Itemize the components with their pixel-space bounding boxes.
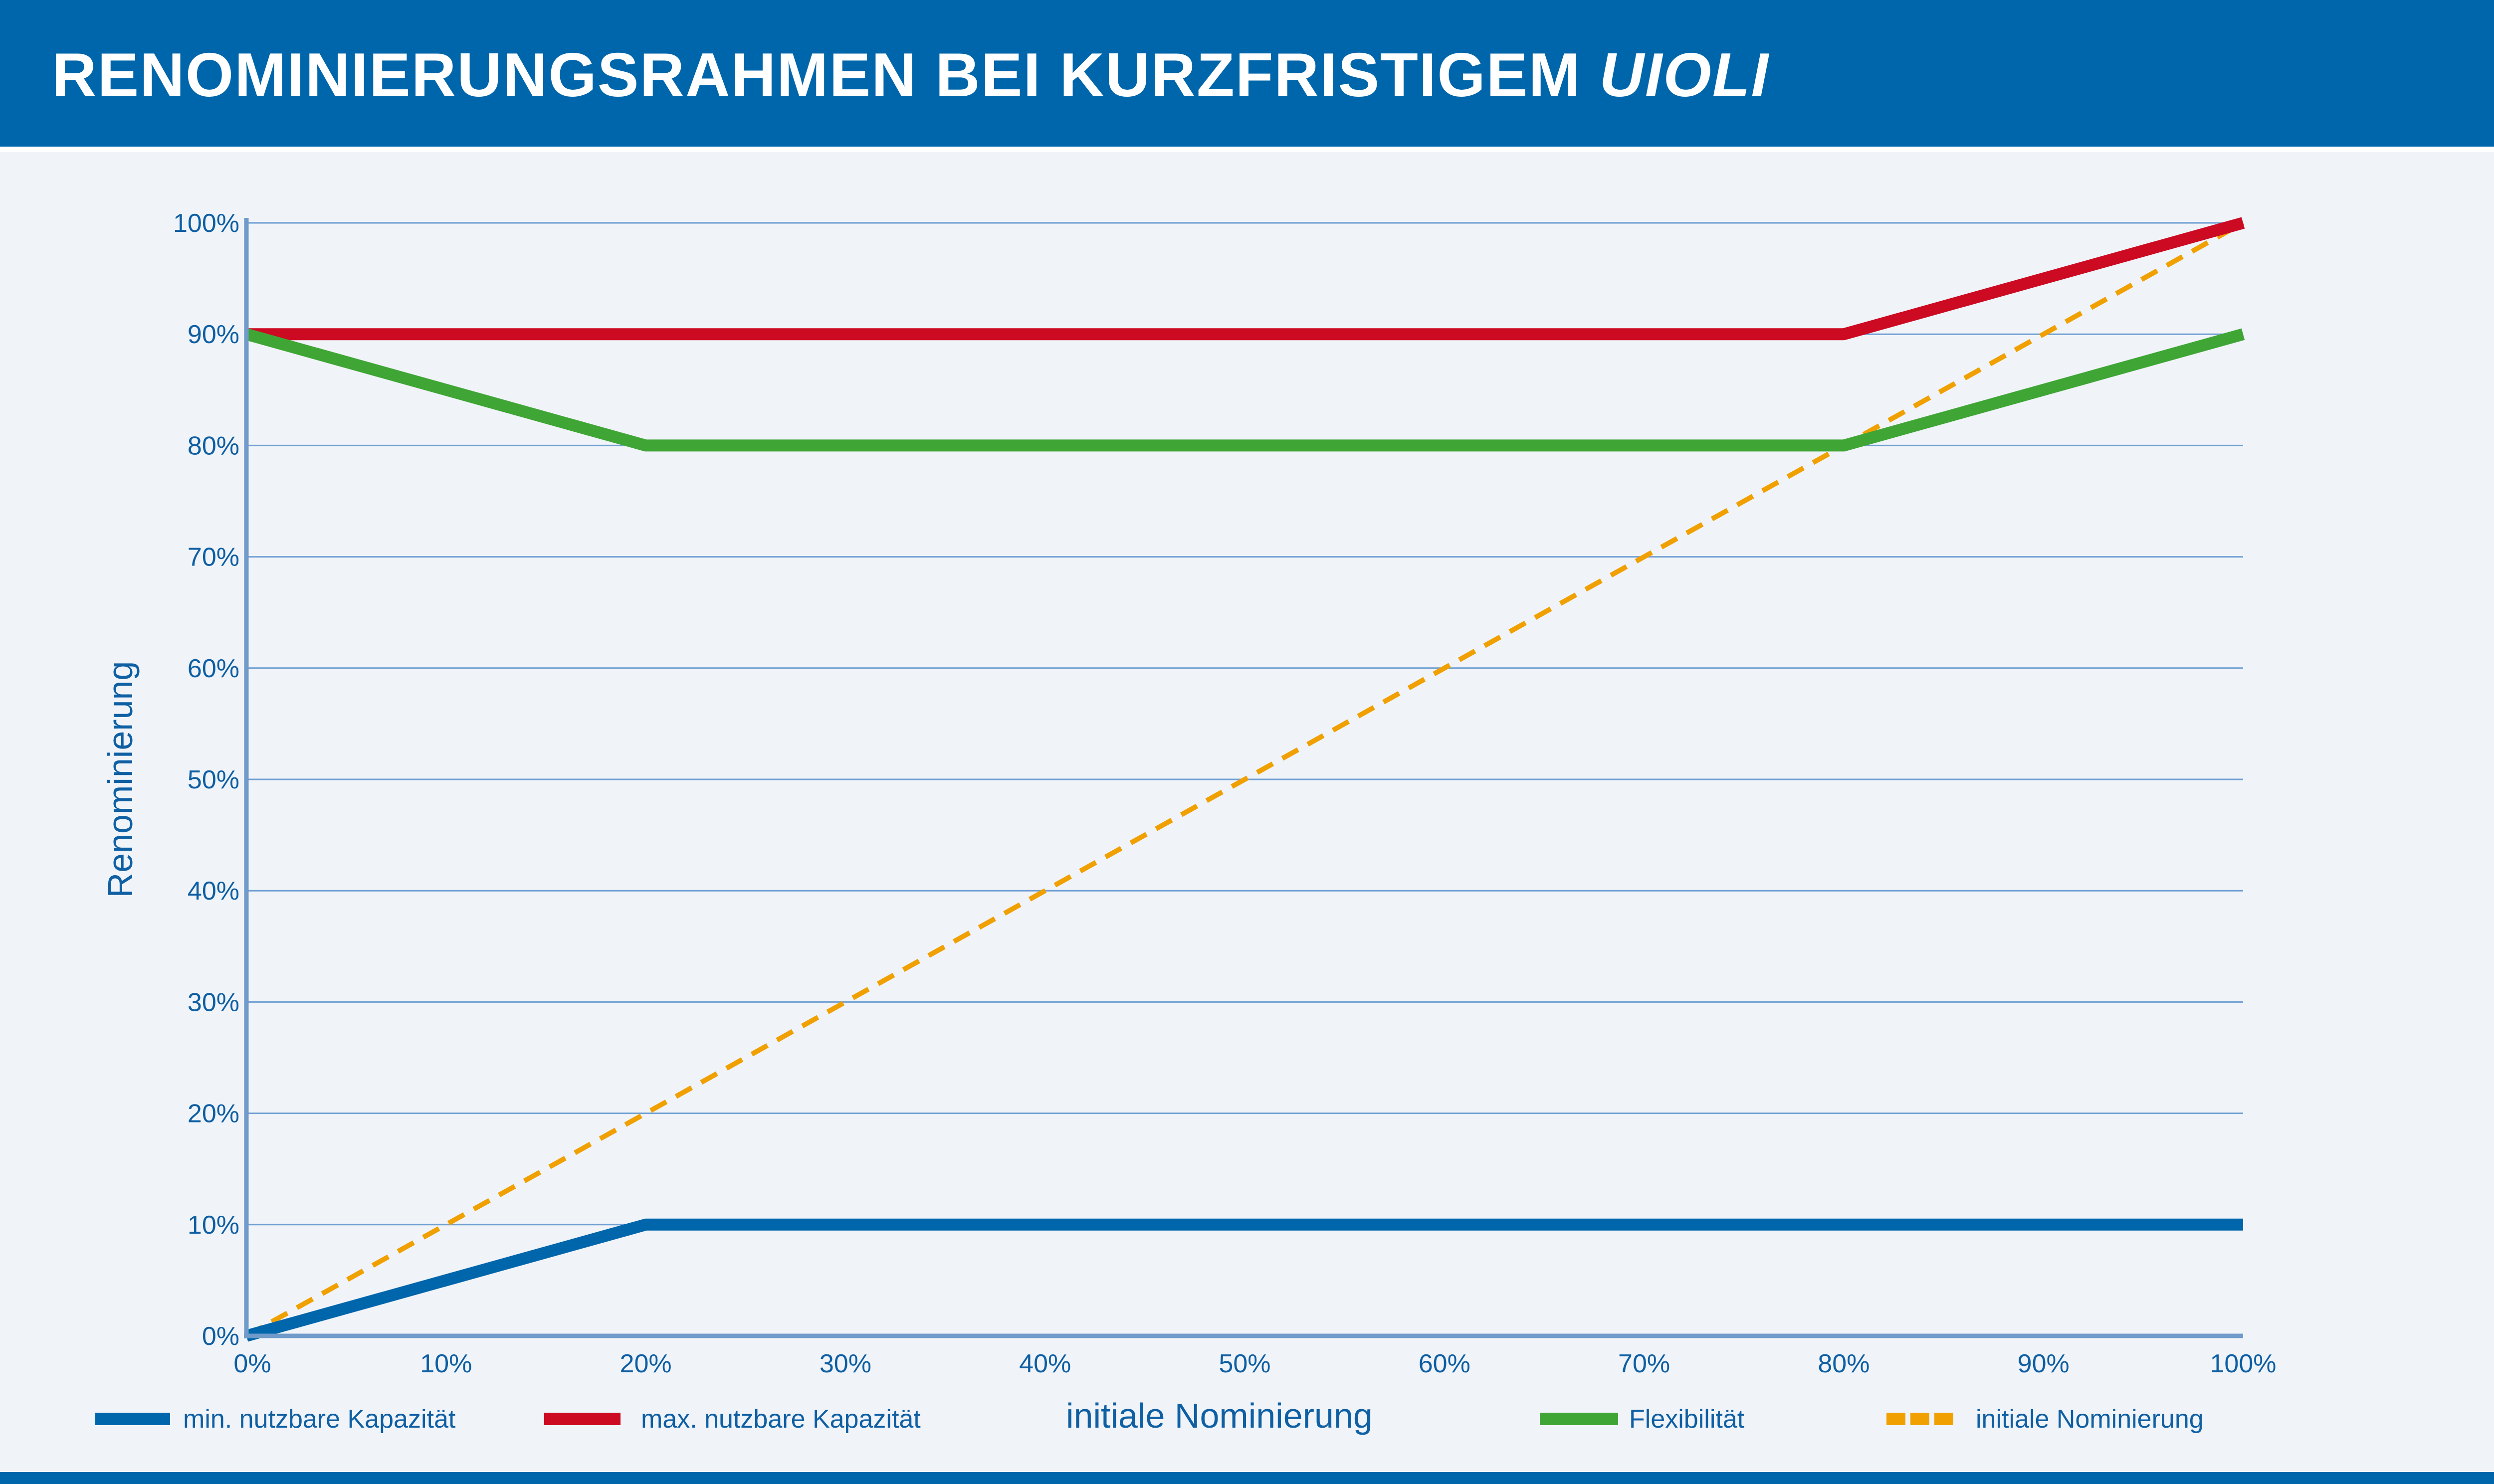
y-tick-label: 10% [188, 1211, 239, 1240]
y-tick-label: 0% [202, 1322, 239, 1351]
chart-title: RENOMINIERUNGSRAHMEN BEI KURZFRISTIGEM U… [52, 40, 1769, 111]
legend-swatch-dash [1910, 1413, 1929, 1425]
x-tick-label: 0% [233, 1349, 271, 1378]
x-tick-label: 30% [820, 1349, 871, 1378]
chart-panel [0, 152, 2494, 1471]
legend-swatch-dash [1934, 1413, 1953, 1425]
footer-bar [0, 1472, 2494, 1484]
legend-label: min. nutzbare Kapazität [183, 1405, 456, 1434]
legend-label: Flexibilität [1629, 1405, 1745, 1434]
y-axis-title: Renominierung [101, 661, 140, 898]
title-italic: UIOLI [1599, 41, 1769, 110]
x-axis-title: initiale Nominierung [1066, 1396, 1373, 1435]
x-tick-label: 90% [2018, 1349, 2070, 1378]
legend-swatch-dash [1886, 1413, 1905, 1425]
series-line-0 [244, 1218, 2243, 1342]
y-tick-label: 30% [188, 988, 239, 1017]
x-tick-label: 100% [2210, 1349, 2277, 1378]
legend-swatch [544, 1413, 621, 1425]
legend-swatch [95, 1413, 170, 1425]
y-tick-label: 20% [188, 1100, 239, 1128]
y-tick-label: 80% [188, 431, 239, 460]
legend-label: max. nutzbare Kapazität [641, 1405, 921, 1434]
x-tick-label: 40% [1019, 1349, 1071, 1378]
x-tick-label: 60% [1419, 1349, 1470, 1378]
title-main: RENOMINIERUNGSRAHMEN BEI KURZFRISTIGEM [52, 41, 1600, 110]
x-tick-label: 20% [620, 1349, 672, 1378]
y-tick-label: 50% [188, 765, 239, 794]
legend-label: initiale Nominierung [1976, 1405, 2204, 1434]
x-tick-label: 80% [1818, 1349, 1870, 1378]
y-tick-label: 100% [173, 209, 239, 238]
y-tick-label: 90% [188, 320, 239, 349]
series-line-2 [244, 328, 2245, 452]
legend-swatch [1540, 1413, 1618, 1425]
series-line-3 [245, 220, 2245, 1338]
y-tick-label: 70% [188, 543, 239, 572]
series-line-1 [246, 217, 2245, 341]
x-tick-label: 10% [420, 1349, 472, 1378]
y-tick-label: 60% [188, 654, 239, 683]
x-tick-label: 70% [1618, 1349, 1670, 1378]
header-bar: RENOMINIERUNGSRAHMEN BEI KURZFRISTIGEM U… [0, 0, 2494, 147]
x-tick-label: 50% [1219, 1349, 1270, 1378]
y-tick-label: 40% [188, 877, 239, 906]
